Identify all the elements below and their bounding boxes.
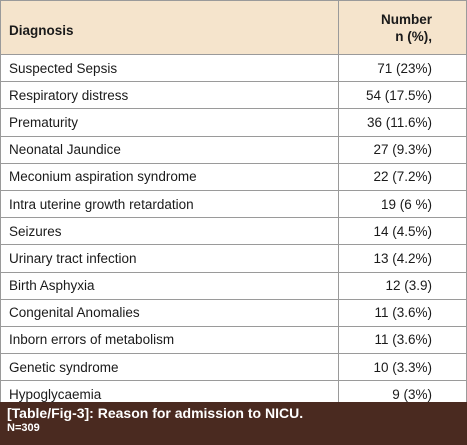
diagnosis-cell: Congenital Anomalies — [0, 298, 339, 327]
number-cell: 10 (3.3%) — [338, 353, 467, 382]
table-row: Neonatal Jaundice 27 (9.3%) — [0, 135, 467, 164]
diagnosis-cell: Inborn errors of metabolism — [0, 325, 339, 355]
table-row: Prematurity 36 (11.6%) — [0, 108, 467, 137]
number-cell: 11 (3.6%) — [338, 325, 467, 355]
number-cell: 12 (3.9) — [338, 271, 467, 300]
caption-title: [Table/Fig-3]: Reason for admission to N… — [7, 405, 304, 421]
table-body: Suspected Sepsis 71 (23%) Respiratory dist… — [0, 53, 467, 409]
table-row: Urinary tract infection 13 (4.2%) — [0, 244, 467, 273]
caption: [Table/Fig-3]: Reason for admission to N… — [0, 402, 467, 445]
diagnosis-cell: Neonatal Jaundice — [0, 135, 339, 164]
number-cell: 22 (7.2%) — [338, 162, 467, 191]
diagnosis-cell: Intra uterine growth retardation — [0, 189, 339, 219]
number-cell: 13 (4.2%) — [338, 244, 467, 273]
number-cell: 11 (3.6%) — [338, 298, 467, 327]
number-cell: 36 (11.6%) — [338, 108, 467, 137]
number-cell: 71 (23%) — [338, 53, 467, 83]
diagnosis-cell: Meconium aspiration syndrome — [0, 162, 339, 191]
table-row: Genetic syndrome 10 (3.3%) — [0, 353, 467, 382]
header-cell: Diagnosis — [0, 0, 339, 55]
data-table: Diagnosis Number n (%), Suspected Sepsis… — [0, 0, 467, 409]
table-row: Inborn errors of metabolism 11 (3.6%) — [0, 325, 467, 355]
diagnosis-cell: Genetic syndrome — [0, 353, 339, 382]
header-line: n (%), — [395, 28, 432, 44]
table-row: Respiratory distress 54 (17.5%) — [0, 81, 467, 110]
diagnosis-cell: Suspected Sepsis — [0, 53, 339, 83]
diagnosis-cell: Birth Asphyxia — [0, 271, 339, 300]
table-row: Congenital Anomalies 11 (3.6%) — [0, 298, 467, 327]
header-row: Diagnosis Number n (%), — [0, 0, 467, 55]
table-row: Seizures 14 (4.5%) — [0, 217, 467, 246]
diagnosis-cell: Urinary tract infection — [0, 244, 339, 273]
number-cell: 54 (17.5%) — [338, 81, 467, 110]
diagnosis-cell: Prematurity — [0, 108, 339, 137]
table-row: Intra uterine growth retardation 19 (6 %) — [0, 189, 467, 219]
header-line: Number — [380, 11, 432, 27]
caption-note: N=309 — [7, 422, 40, 434]
number-cell: 19 (6 %) — [338, 189, 467, 219]
diagnosis-cell: Seizures — [0, 217, 339, 246]
diagnosis-cell: Respiratory distress — [0, 81, 339, 110]
header-cell: Number n (%), — [338, 0, 467, 55]
table-row: Birth Asphyxia 12 (3.9) — [0, 271, 467, 300]
number-cell: 14 (4.5%) — [338, 217, 467, 246]
table-row: Suspected Sepsis 71 (23%) — [0, 53, 467, 83]
table-row: Meconium aspiration syndrome 22 (7.2%) — [0, 162, 467, 191]
number-cell: 27 (9.3%) — [338, 135, 467, 164]
